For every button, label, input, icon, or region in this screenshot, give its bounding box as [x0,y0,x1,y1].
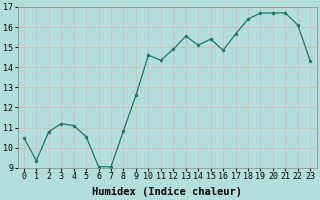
X-axis label: Humidex (Indice chaleur): Humidex (Indice chaleur) [92,186,242,197]
